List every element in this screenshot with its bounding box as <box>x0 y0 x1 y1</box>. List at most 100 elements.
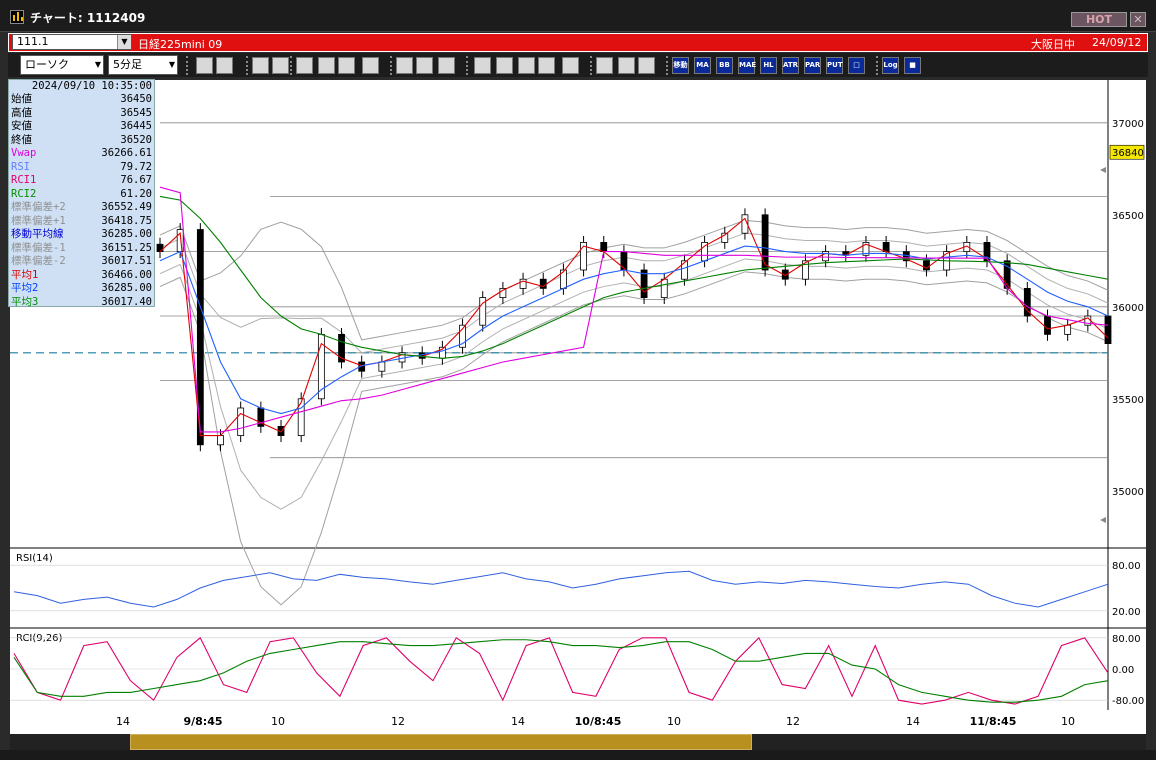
info-datetime: 2024/09/10 10:35:00 <box>31 80 152 92</box>
info-label: 平均1 <box>11 268 39 281</box>
bottom-strip <box>0 750 1156 760</box>
rci-line-RCI2 <box>13 639 1109 703</box>
toolbar-separator <box>186 56 190 75</box>
chart-canvas[interactable]: 37000 36500 36000 35500 35000 36840 RSI(14) 80.… <box>10 80 1146 710</box>
info-value: 36552.49 <box>101 201 152 213</box>
time-axis: 14 9/8:45 10 12 14 10/8:45 10 12 14 11/8:45 10 <box>10 710 1146 734</box>
info-value: 36466.00 <box>101 268 152 281</box>
zoom-icon[interactable] <box>196 57 213 74</box>
info-value: 36545 <box>120 106 152 119</box>
grid-icon[interactable] <box>216 57 233 74</box>
time-tick-label: 12 <box>391 715 405 728</box>
close-button[interactable]: ✕ <box>1130 12 1146 27</box>
price-tick-label: 35500 <box>1112 395 1144 406</box>
toolbar-separator <box>666 56 670 75</box>
candle-body <box>519 278 527 289</box>
info-label: RSI <box>11 160 30 173</box>
time-tick-label: 14 <box>511 715 525 728</box>
chevron-down-icon[interactable]: ▼ <box>117 35 131 49</box>
chevron-down-icon: ▼ <box>168 60 175 69</box>
scroll-thumb[interactable] <box>130 734 752 750</box>
hot-button[interactable]: HOT <box>1071 12 1127 27</box>
window-titlebar <box>0 0 1156 32</box>
candle-body <box>237 407 245 437</box>
series-line-平均3 <box>159 195 1109 359</box>
print-icon[interactable] <box>338 57 355 74</box>
indicator-button[interactable]: □ <box>848 57 865 74</box>
indicator-button[interactable]: HL <box>760 57 777 74</box>
bollinger-band-line <box>159 219 1109 341</box>
search-chart-icon[interactable] <box>496 57 513 74</box>
delete-icon[interactable] <box>362 57 379 74</box>
interval-select[interactable]: 5分足 ▼ <box>108 55 178 75</box>
indicator-button[interactable]: MA <box>694 57 711 74</box>
info-value: 36285.00 <box>101 282 152 294</box>
info-value: 36450 <box>120 93 152 105</box>
cursor-icon[interactable] <box>296 57 313 74</box>
candle-icon[interactable] <box>396 57 413 74</box>
info-value: 36418.75 <box>101 214 152 227</box>
indicator-button[interactable]: Log <box>882 57 899 74</box>
info-label: 終値 <box>11 133 32 146</box>
candle-body <box>217 435 224 446</box>
time-tick-label: 14 <box>906 715 920 728</box>
info-label: 標準偏差+1 <box>11 214 66 227</box>
info-value: 36017.40 <box>101 295 152 308</box>
info-datetime-row: 2024/09/10 10:35:00 <box>11 80 154 92</box>
info-row: 平均2 36285.00 <box>11 282 154 294</box>
candle-body <box>1104 315 1112 345</box>
palette-icon[interactable] <box>638 57 655 74</box>
info-row: 移動平均線 36285.00 <box>11 228 154 240</box>
all-icon[interactable] <box>438 57 455 74</box>
undo-icon[interactable] <box>318 57 335 74</box>
cross-icon[interactable] <box>538 57 555 74</box>
candle-body <box>640 269 648 299</box>
down-arrow-icon[interactable] <box>474 57 491 74</box>
info-row: 標準偏差-1 36151.25 <box>11 242 154 254</box>
symbol-code-input[interactable]: 111.1 ▼ <box>12 34 132 50</box>
volume-icon[interactable] <box>518 57 535 74</box>
indicator-button[interactable]: PAR <box>804 57 821 74</box>
info-label: 標準偏差-1 <box>11 241 66 254</box>
rsi-line <box>13 570 1109 608</box>
price-tick-label: 36500 <box>1112 211 1144 222</box>
draw-trend-icon[interactable] <box>272 57 289 74</box>
info-label: 高値 <box>11 106 32 119</box>
chart-app-icon <box>10 10 24 24</box>
chart-type-select[interactable]: ローソク ▼ <box>20 55 104 75</box>
series-line-平均1 <box>159 217 1109 437</box>
indicator-button[interactable]: ■ <box>904 57 921 74</box>
toolbar-separator <box>876 56 880 75</box>
bollinger-band-line <box>159 271 1109 606</box>
date-label: 24/09/12 <box>1092 36 1142 49</box>
info-row: 標準偏差-2 36017.51 <box>11 255 154 267</box>
window-title: チャート: 1112409 <box>30 11 146 25</box>
info-value: 36285.00 <box>101 228 152 240</box>
interval-value: 5分足 <box>113 58 142 71</box>
scroll-arrow-icon <box>1100 167 1106 173</box>
draw-line-icon[interactable] <box>252 57 269 74</box>
candle-body <box>681 260 688 280</box>
candle-body <box>378 361 386 372</box>
candle-body <box>721 232 729 243</box>
time-tick-label: 14 <box>116 715 130 728</box>
indicator-button[interactable]: ATR <box>782 57 799 74</box>
indicator-button[interactable]: MAE <box>738 57 756 74</box>
settings-icon[interactable] <box>596 57 613 74</box>
candle-body <box>822 251 830 262</box>
chevron-down-icon: ▼ <box>94 60 101 69</box>
pen-icon[interactable] <box>618 57 635 74</box>
rci-tick-label: 0.00 <box>1112 665 1134 676</box>
indicator-button[interactable]: 移動 <box>672 57 689 74</box>
time-tick-label: 10 <box>667 715 681 728</box>
toolbar-separator <box>246 56 250 75</box>
toolbar-separator <box>466 56 470 75</box>
chart-area[interactable]: 37000 36500 36000 35500 35000 36840 RSI(14) 80.… <box>10 80 1146 710</box>
info-label: RCI1 <box>11 174 37 186</box>
clear-icon[interactable] <box>562 57 579 74</box>
candle-compare-icon[interactable] <box>416 57 433 74</box>
indicator-button[interactable]: BB <box>716 57 733 74</box>
candle-body <box>1023 287 1031 317</box>
candle-body <box>620 251 628 271</box>
indicator-button[interactable]: PUT <box>826 57 843 74</box>
